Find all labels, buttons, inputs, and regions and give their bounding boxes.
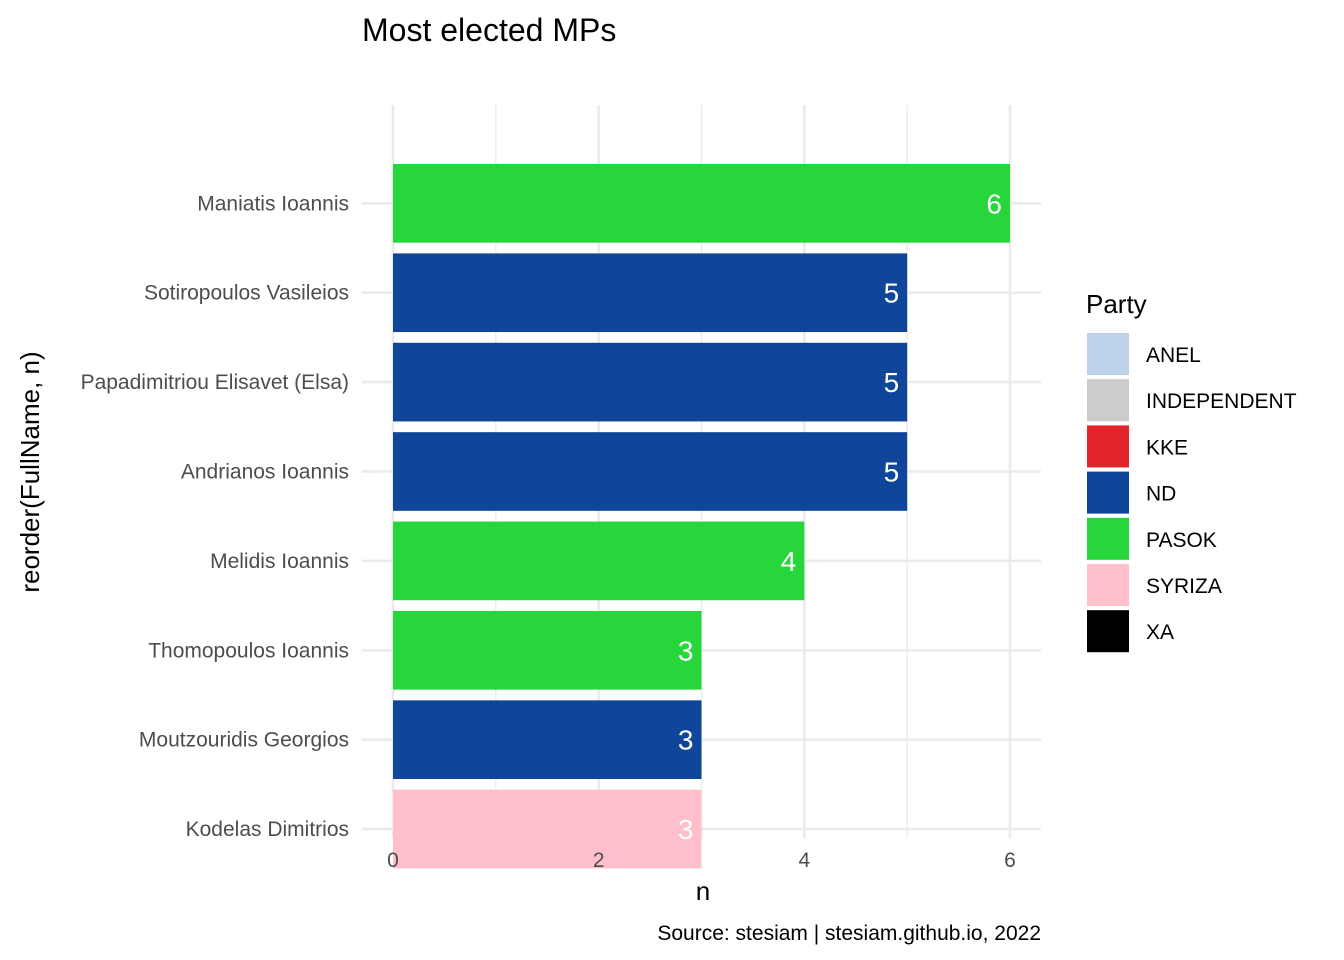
bar bbox=[393, 432, 908, 511]
legend-title: Party bbox=[1086, 289, 1147, 319]
y-tick-label: Andrianos Ioannis bbox=[181, 461, 349, 484]
legend-swatch bbox=[1087, 425, 1129, 468]
chart-caption: Source: stesiam | stesiam.github.io, 202… bbox=[657, 922, 1041, 945]
y-tick-label: Moutzouridis Georgios bbox=[139, 729, 349, 752]
legend-swatch bbox=[1087, 564, 1129, 606]
bar-value-label: 3 bbox=[678, 725, 694, 756]
bar bbox=[393, 789, 702, 869]
y-tick-label: Papadimitriou Elisavet (Elsa) bbox=[81, 371, 349, 394]
bar-value-label: 4 bbox=[781, 546, 797, 577]
legend-label: ANEL bbox=[1146, 344, 1201, 367]
legend-swatch bbox=[1087, 471, 1129, 514]
y-tick-label: Maniatis Ioannis bbox=[197, 192, 349, 215]
bar bbox=[393, 163, 1010, 243]
bar-value-labels: 6 5 5 5 4 3 3 3 bbox=[678, 188, 1002, 845]
legend-label: INDEPENDENT bbox=[1146, 390, 1297, 413]
legend-label: KKE bbox=[1146, 436, 1188, 459]
bar-value-label: 6 bbox=[986, 188, 1002, 219]
bar-value-label: 5 bbox=[884, 457, 900, 488]
legend-label: SYRIZA bbox=[1146, 575, 1222, 598]
legend-swatch bbox=[1087, 610, 1129, 653]
x-tick-label: 2 bbox=[593, 849, 605, 872]
legend: Party ANEL INDEPENDENT KKE ND PASOK SYRIZA XA bbox=[1086, 289, 1297, 653]
x-tick-label: 4 bbox=[798, 849, 810, 872]
legend-label: XA bbox=[1146, 621, 1174, 644]
x-tick-label: 6 bbox=[1004, 849, 1016, 872]
chart-title: Most elected MPs bbox=[362, 12, 616, 48]
bar-value-label: 3 bbox=[678, 635, 694, 666]
legend-label: PASOK bbox=[1146, 529, 1217, 552]
x-axis-title: n bbox=[696, 876, 710, 906]
y-tick-label: Thomopoulos Ioannis bbox=[148, 639, 349, 662]
legend-label: ND bbox=[1146, 483, 1176, 506]
bar bbox=[393, 521, 805, 601]
bar-value-label: 5 bbox=[884, 367, 900, 398]
legend-swatch bbox=[1087, 379, 1129, 422]
legend-swatch bbox=[1087, 517, 1129, 560]
bar bbox=[393, 610, 702, 690]
y-tick-label: Melidis Ioannis bbox=[210, 550, 349, 573]
x-axis-ticks: 0 2 4 6 bbox=[387, 849, 1016, 872]
y-tick-label: Sotiropoulos Vasileios bbox=[144, 282, 349, 305]
bar-value-label: 3 bbox=[678, 814, 694, 845]
bar bbox=[393, 700, 702, 780]
x-tick-label: 0 bbox=[387, 849, 399, 872]
bar-value-label: 5 bbox=[884, 278, 900, 309]
legend-swatch bbox=[1087, 333, 1129, 375]
y-axis-ticks: Maniatis Ioannis Sotiropoulos Vasileios Pa… bbox=[81, 192, 349, 841]
bars bbox=[393, 163, 1010, 869]
y-axis-title: reorder(FullName, n) bbox=[15, 351, 45, 592]
bar bbox=[393, 342, 908, 422]
bar bbox=[393, 253, 908, 333]
y-tick-label: Kodelas Dimitrios bbox=[186, 818, 349, 841]
